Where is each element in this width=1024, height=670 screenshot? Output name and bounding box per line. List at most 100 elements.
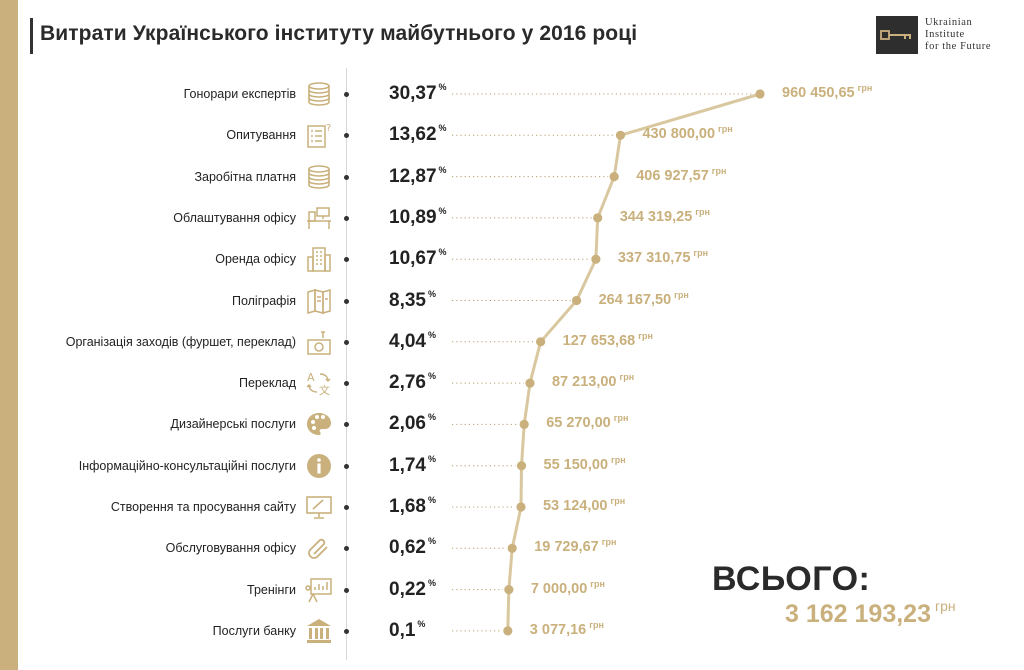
chart-row: Створення та просування сайту 1,68% 53 124… xyxy=(0,487,1024,527)
percent-label: 4,04% xyxy=(389,330,436,353)
total-amount: 3 162 193,23 xyxy=(785,600,931,628)
amount-label: 127 653,68 грн xyxy=(563,330,653,349)
chart-row: Опитування? 13,62% 430 800,00 грн xyxy=(0,115,1024,155)
percent-value: 4,04 xyxy=(389,330,426,352)
category-label: Переклад xyxy=(239,376,296,391)
percent-unit: % xyxy=(427,371,436,382)
amount-currency: грн xyxy=(589,619,604,630)
percent-value: 30,37 xyxy=(389,83,437,104)
percent-unit: % xyxy=(438,205,447,216)
percent-label: 10,67% xyxy=(389,247,447,270)
percent-unit: % xyxy=(427,495,436,505)
axis-tick-dot xyxy=(344,505,349,510)
amount-value: 344 319,25 xyxy=(619,208,693,225)
chart-row: Дизайнерські послуги 2,06% 65 270,00 грн xyxy=(0,404,1024,444)
amount-value: 430 800,00 xyxy=(642,126,716,143)
percent-label: 0,22% xyxy=(389,578,436,601)
amount-value: 7 000,00 xyxy=(530,580,588,597)
chart-row: Гонорари експертів 30,37% 960 450,65 грн xyxy=(0,74,1024,114)
amount-label: 337 310,75 грн xyxy=(617,248,709,267)
category-label: Заробітна платня xyxy=(194,169,296,184)
percent-label: 30,37% xyxy=(389,82,447,105)
info-icon xyxy=(305,452,333,480)
category-label: Послуги банку xyxy=(212,623,296,638)
axis-tick-dot xyxy=(344,133,349,139)
percent-label: 0,1% xyxy=(389,618,426,642)
amount-label: 960 450,65 грн xyxy=(782,83,872,101)
brochure-icon xyxy=(305,287,333,315)
total-value: 3 162 193,23 грн xyxy=(785,598,956,629)
axis-tick-dot xyxy=(344,463,349,469)
axis-tick-dot xyxy=(344,174,349,180)
svg-text:文: 文 xyxy=(319,383,330,397)
axis-tick-dot xyxy=(344,381,349,387)
amount-currency: грн xyxy=(674,289,689,300)
logo-line-2: Institute xyxy=(925,29,965,40)
percent-value: 8,35 xyxy=(389,289,426,311)
percent-unit: % xyxy=(438,82,447,92)
percent-unit: % xyxy=(427,536,436,547)
coins-icon xyxy=(305,80,333,108)
percent-label: 0,62% xyxy=(389,536,436,559)
left-accent-strip xyxy=(0,0,18,670)
amount-currency: грн xyxy=(693,248,709,259)
bank-icon xyxy=(305,617,333,645)
percent-label: 2,06% xyxy=(389,412,436,435)
percent-value: 10,67 xyxy=(389,248,437,270)
category-label: Облаштування офісу xyxy=(173,210,296,225)
amount-value: 3 077,16 xyxy=(529,621,587,638)
percent-value: 0,22 xyxy=(389,578,426,600)
amount-currency: грн xyxy=(611,454,626,465)
category-label: Тренінги xyxy=(247,582,296,597)
amount-value: 55 150,00 xyxy=(543,456,609,473)
percent-label: 1,68% xyxy=(389,495,436,518)
amount-label: 7 000,00 грн xyxy=(530,578,605,597)
percent-value: 10,89 xyxy=(389,206,437,228)
title-accent-bar xyxy=(30,18,33,54)
amount-label: 406 927,57 грн xyxy=(636,166,726,184)
presentation-icon xyxy=(305,576,333,604)
category-axis-line xyxy=(346,68,347,660)
amount-label: 87 213,00 грн xyxy=(552,372,634,390)
amount-label: 65 270,00 грн xyxy=(546,413,629,431)
chart-row: Оренда офісу 10,67% 337 310,75 грн xyxy=(0,239,1024,279)
amount-currency: грн xyxy=(638,330,653,341)
axis-tick-dot xyxy=(344,215,349,221)
amount-label: 55 150,00 грн xyxy=(543,454,626,473)
page-title: Витрати Українського інституту майбутньо… xyxy=(40,22,638,45)
percent-unit: % xyxy=(438,247,447,258)
axis-tick-dot xyxy=(344,298,349,304)
chart-row: Облаштування офісу 10,89% 344 319,25 грн xyxy=(0,198,1024,238)
amount-value: 19 729,67 xyxy=(534,539,599,556)
logo-line-3: for the Future xyxy=(925,41,992,52)
axis-tick-dot xyxy=(344,92,349,97)
percent-unit: % xyxy=(417,618,426,629)
amount-label: 19 729,67 грн xyxy=(534,537,616,556)
category-label: Поліграфія xyxy=(231,293,296,308)
logo-text: Ukrainian Institute for the Future xyxy=(925,17,991,53)
category-label: Організація заходів (фуршет, переклад) xyxy=(65,334,296,349)
percent-value: 13,62 xyxy=(389,124,437,146)
axis-tick-dot xyxy=(344,587,349,593)
total-label: ВСЬОГО: xyxy=(712,560,871,598)
chart-row: Обслуговування офісу 0,62% 19 729,67 грн xyxy=(0,528,1024,568)
chart-row: Послуги банку 0,1% 3 077,16 грн xyxy=(0,611,1024,651)
survey-icon: ? xyxy=(305,121,333,149)
percent-value: 1,68 xyxy=(389,496,426,517)
amount-currency: грн xyxy=(613,413,629,424)
chart-row: Інформаційно-консультаційні послуги 1,74%… xyxy=(0,446,1024,486)
logo-key-icon xyxy=(876,16,918,54)
amount-label: 264 167,50 грн xyxy=(598,289,689,308)
percent-label: 10,89% xyxy=(389,205,447,229)
category-label: Гонорари експертів xyxy=(183,87,296,101)
category-label: Обслуговування офісу xyxy=(165,541,296,556)
amount-currency: грн xyxy=(590,578,605,589)
amount-value: 264 167,50 xyxy=(598,291,672,308)
chart-row: Організація заходів (фуршет, переклад) 4,… xyxy=(0,322,1024,362)
percent-label: 12,87% xyxy=(389,164,447,188)
amount-value: 337 310,75 xyxy=(617,250,691,267)
axis-tick-dot xyxy=(344,339,349,345)
percent-unit: % xyxy=(438,164,447,175)
category-label: Інформаційно-консультаційні послуги xyxy=(78,458,296,473)
